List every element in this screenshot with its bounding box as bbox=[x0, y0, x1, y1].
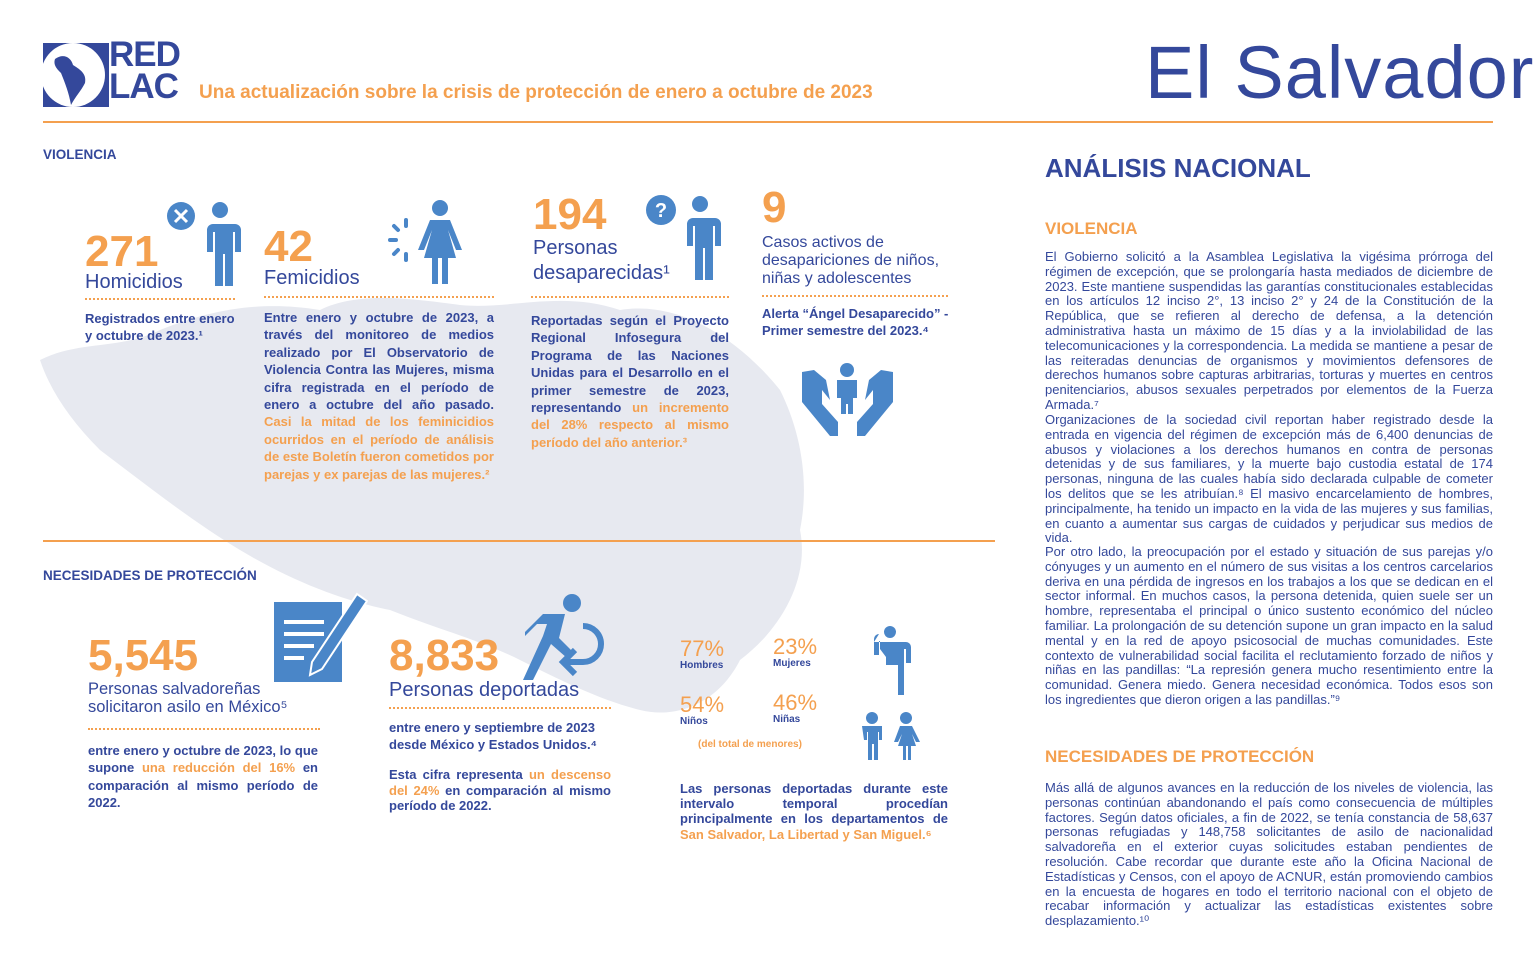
el-salvador-map-silhouette bbox=[40, 298, 804, 713]
origen-text: Las personas deportadas durante este int… bbox=[680, 781, 948, 842]
header-divider bbox=[43, 121, 1493, 123]
analisis-violencia-heading: VIOLENCIA bbox=[1045, 219, 1138, 238]
origen-text-highlight: San Salvador, La Libertad y San Miguel.⁶ bbox=[680, 826, 932, 842]
femicidios-number: 42 bbox=[264, 222, 313, 271]
boy-girl-icon bbox=[862, 712, 920, 760]
header-subtitle: Una actualización sobre la crisis de pro… bbox=[199, 82, 873, 103]
person-x-icon bbox=[167, 202, 241, 286]
desaparecidas-text-main: Reportadas según el Proyecto Regional In… bbox=[531, 313, 729, 416]
origen-text-main: Las personas deportadas durante este int… bbox=[680, 781, 948, 827]
analisis-paragraph-1: El Gobierno solicitó a la Asamblea Legis… bbox=[1045, 249, 1493, 412]
homicidios-text: Registrados entre enero y octubre de 202… bbox=[85, 311, 235, 344]
stat-pct: 46% bbox=[773, 690, 818, 715]
asilo-text-a: entre enero y octubre de 2023, lo que su… bbox=[88, 743, 318, 776]
stats-note: (del total de menores) bbox=[698, 739, 802, 750]
svg-text:?: ? bbox=[655, 200, 667, 222]
analisis-paragraph-3: Por otro lado, la preocupación por el es… bbox=[1045, 544, 1493, 707]
stat-mujeres: 23% Mujeres bbox=[773, 634, 818, 670]
logo-text-lac: LAC bbox=[109, 67, 179, 106]
divider-dotted bbox=[389, 707, 611, 709]
logo-text-red: RED bbox=[109, 35, 181, 74]
deportadas-text-2: Esta cifra representa un descenso del 24… bbox=[389, 767, 611, 814]
casos-label: Casos activos de desapariciones de niños… bbox=[762, 234, 940, 287]
analisis-paragraph-2: Organizaciones de la sociedad civil repo… bbox=[1045, 412, 1493, 546]
stat-hombres: 77% Hombres bbox=[680, 636, 725, 672]
deportadas-text-1: entre enero y septiembre de 2023 desde M… bbox=[389, 720, 597, 753]
homicidios-label: Homicidios bbox=[85, 271, 183, 293]
analisis-paragraph-4: Más allá de algunos avances en la reducc… bbox=[1045, 780, 1493, 929]
stat-label: Niños bbox=[680, 716, 708, 727]
desaparecidas-label-1: Personas bbox=[533, 237, 618, 259]
casos-number: 9 bbox=[762, 183, 787, 232]
femicidios-text-highlight: Casi la mitad de los feminicidios ocurri… bbox=[264, 414, 494, 482]
deportadas-label: Personas deportadas bbox=[389, 679, 580, 701]
femicidios-label: Femicidios bbox=[264, 267, 360, 289]
divider-dotted bbox=[264, 296, 494, 298]
casos-text: Alerta “Ángel Desaparecido” - Primer sem… bbox=[762, 306, 949, 339]
country-title: El Salvador bbox=[1145, 31, 1535, 114]
asilo-number: 5,545 bbox=[88, 631, 199, 680]
redlac-logo: RED LAC bbox=[43, 37, 181, 107]
analisis-necesidades-heading: NECESIDADES DE PROTECCIÓN bbox=[1045, 747, 1315, 766]
stat-label: Niñas bbox=[773, 714, 801, 725]
divider-dotted bbox=[531, 296, 729, 298]
woman-icon bbox=[388, 200, 462, 284]
stat-pct: 23% bbox=[773, 634, 818, 659]
divider-dotted bbox=[85, 298, 235, 300]
americas-globe-icon bbox=[43, 43, 109, 107]
deportadas-number: 8,833 bbox=[389, 631, 500, 680]
asilo-text-b: en comparación al mismo período de 2022. bbox=[88, 760, 318, 811]
femicidios-text: Entre enero y octubre de 2023, a través … bbox=[264, 309, 494, 483]
stat-label: Hombres bbox=[680, 660, 724, 671]
deportadas-text-highlight: un descenso del 24% bbox=[389, 767, 612, 798]
section-label-necesidades: NECESIDADES DE PROTECCIÓN bbox=[43, 568, 257, 583]
homicidios-number: 271 bbox=[85, 227, 159, 276]
asilo-text: entre enero y octubre de 2023, lo que su… bbox=[88, 742, 318, 812]
hands-child-icon bbox=[802, 363, 893, 436]
stat-label: Mujeres bbox=[773, 658, 811, 669]
asilo-text-highlight: una reducción del 16% bbox=[141, 760, 296, 776]
person-question-icon: ? bbox=[646, 195, 721, 280]
divider-dotted bbox=[762, 295, 948, 297]
analisis-title: ANÁLISIS NACIONAL bbox=[1045, 153, 1311, 183]
desaparecidas-label-2: desaparecidas¹ bbox=[533, 262, 670, 284]
document-pen-icon bbox=[274, 592, 368, 682]
stat-pct: 77% bbox=[680, 636, 725, 661]
section-label-violencia: VIOLENCIA bbox=[43, 147, 117, 162]
asilo-label: Personas salvadoreñas solicitaron asilo … bbox=[88, 680, 288, 716]
desaparecidas-text: Reportadas según el Proyecto Regional In… bbox=[531, 312, 729, 451]
femicidios-text-main: Entre enero y octubre de 2023, a través … bbox=[264, 310, 494, 413]
man-woman-icon bbox=[874, 626, 911, 695]
desaparecidas-number: 194 bbox=[533, 190, 607, 239]
desaparecidas-text-highlight: un incremento del 28% respecto al mismo … bbox=[531, 400, 729, 450]
stat-ninas: 46% Niñas bbox=[773, 690, 818, 726]
section-divider bbox=[43, 540, 995, 542]
stat-pct: 54% bbox=[680, 692, 725, 717]
deportadas-text-2a: Esta cifra representa bbox=[389, 767, 529, 782]
divider-dotted bbox=[88, 728, 320, 730]
deportadas-text-2b: en comparación al mismo período de 2022. bbox=[389, 782, 611, 814]
running-return-icon bbox=[523, 594, 604, 680]
stat-ninos: 54% Niños bbox=[680, 692, 725, 728]
